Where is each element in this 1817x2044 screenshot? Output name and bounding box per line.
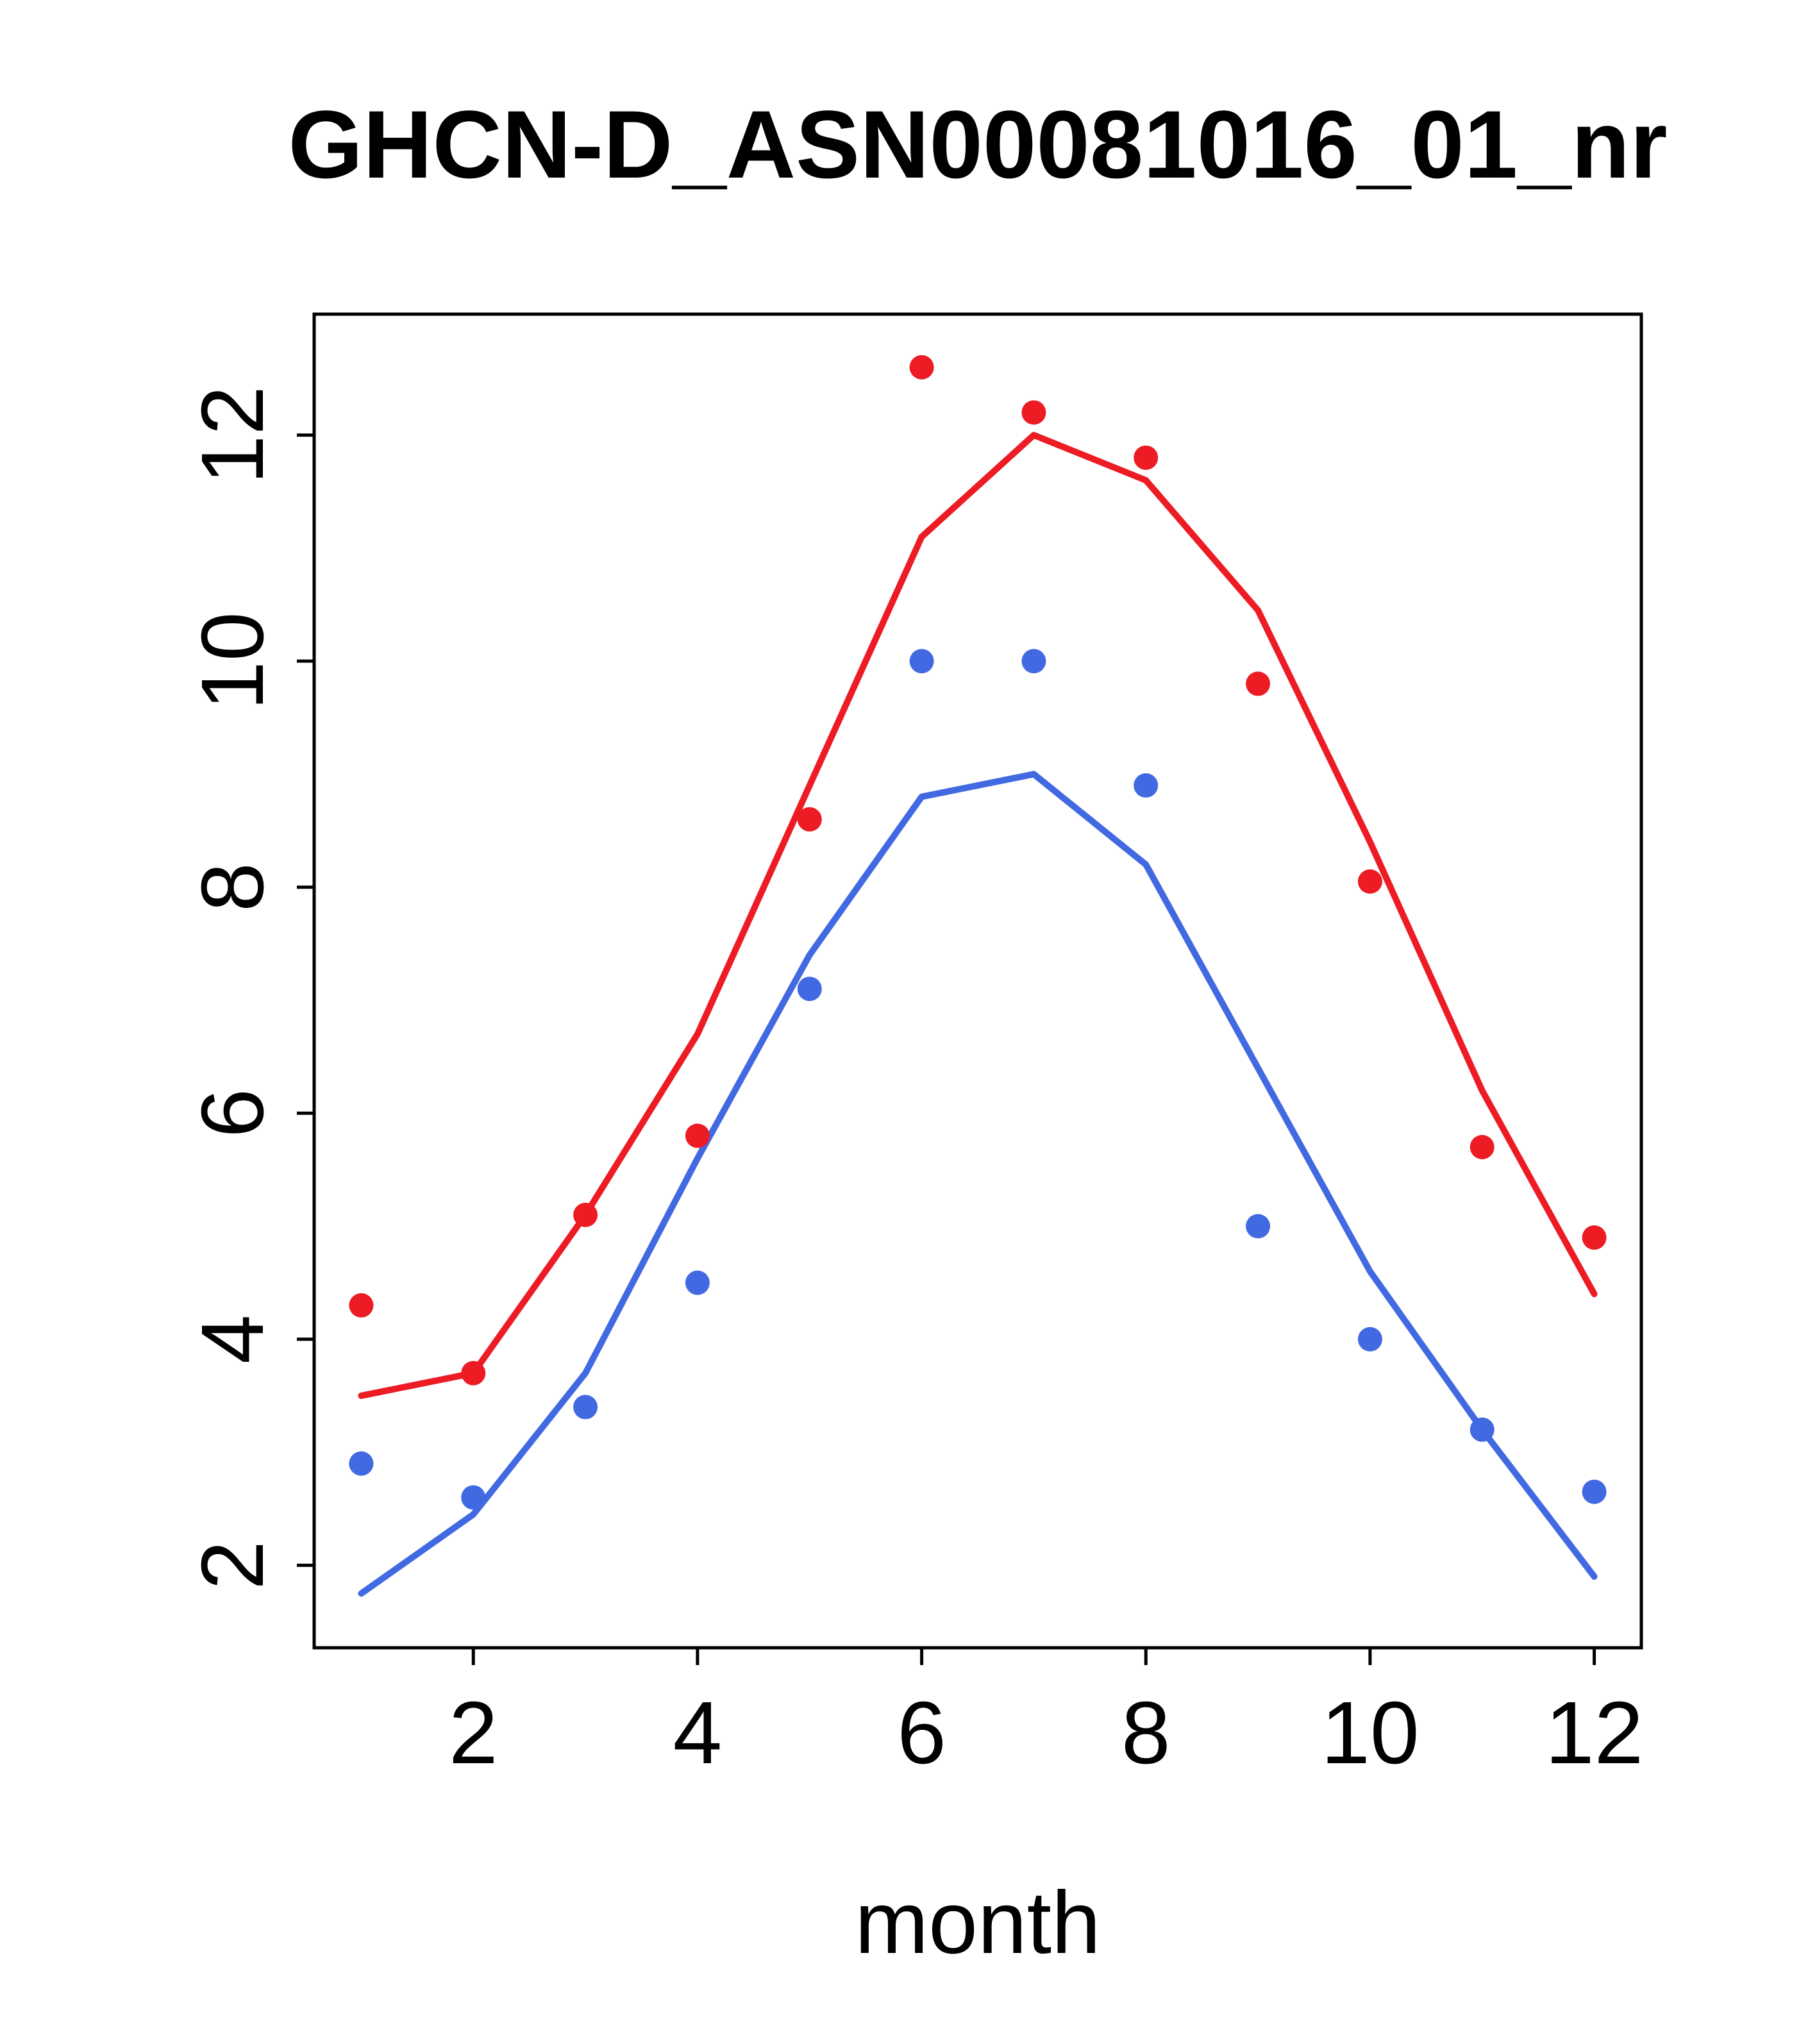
red-points-marker bbox=[349, 1293, 374, 1318]
plot-area: 2 4 6 8 10 12 2 4 6 8 10 12 bbox=[183, 312, 1644, 1782]
red-points-marker bbox=[573, 1202, 598, 1227]
red-points-marker bbox=[1357, 869, 1382, 894]
y-tick-label: 6 bbox=[183, 1089, 282, 1138]
blue-points-marker bbox=[1357, 1327, 1382, 1352]
blue-points-marker bbox=[349, 1451, 374, 1476]
blue-points-marker bbox=[1134, 773, 1159, 798]
blue-points-marker bbox=[1246, 1214, 1271, 1239]
y-tick-label: 10 bbox=[183, 612, 282, 710]
red-points-marker bbox=[1470, 1135, 1495, 1160]
red-points-marker bbox=[685, 1123, 710, 1148]
chart-title: GHCN-D_ASN00081016_01_nr bbox=[288, 90, 1667, 198]
red-points-marker bbox=[1246, 671, 1271, 696]
x-tick-label: 12 bbox=[1545, 1684, 1644, 1782]
y-tick-label: 2 bbox=[183, 1541, 282, 1590]
x-tick-label: 8 bbox=[1121, 1684, 1171, 1782]
blue-points-marker bbox=[1470, 1417, 1495, 1442]
red-points-marker bbox=[909, 355, 934, 380]
x-tick-label: 6 bbox=[897, 1684, 946, 1782]
red-points-marker bbox=[1582, 1225, 1607, 1250]
blue-points-marker bbox=[685, 1270, 710, 1295]
x-tick-label: 10 bbox=[1321, 1684, 1419, 1782]
x-tick-label: 2 bbox=[449, 1684, 498, 1782]
x-axis-label: month bbox=[855, 1873, 1101, 1972]
red-points-marker bbox=[797, 807, 822, 832]
y-tick-label: 8 bbox=[183, 862, 282, 912]
blue-points-marker bbox=[1021, 649, 1046, 674]
blue-points-marker bbox=[797, 976, 822, 1001]
red-line bbox=[358, 431, 1598, 1399]
blue-points-marker bbox=[573, 1395, 598, 1420]
blue-points-marker bbox=[1582, 1479, 1607, 1504]
blue-points-marker bbox=[909, 649, 934, 674]
red-points-marker bbox=[1134, 445, 1159, 470]
plot-box bbox=[312, 312, 1643, 1650]
y-tick-label: 12 bbox=[183, 386, 282, 485]
red-points-marker bbox=[461, 1361, 486, 1386]
blue-line bbox=[358, 771, 1598, 1597]
x-tick-label: 4 bbox=[673, 1684, 723, 1782]
blue-points-marker bbox=[461, 1485, 486, 1510]
y-tick-label: 4 bbox=[183, 1314, 282, 1364]
red-points-marker bbox=[1021, 400, 1046, 425]
